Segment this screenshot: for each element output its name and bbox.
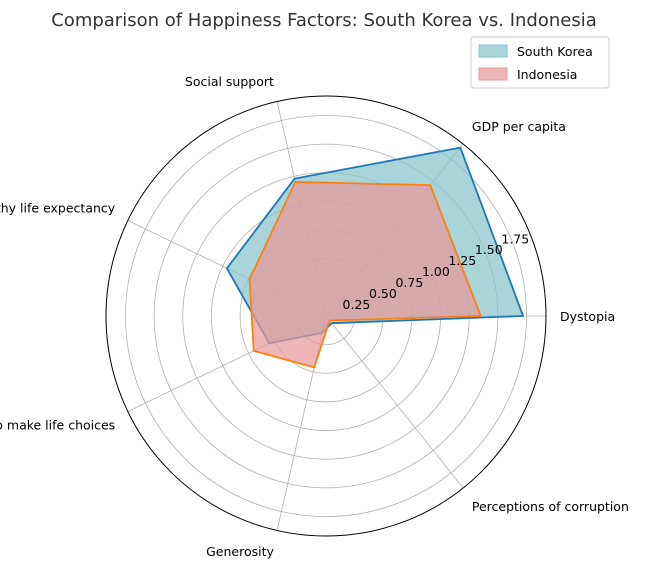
legend-swatch-south-korea: [478, 44, 508, 58]
radial-tick-label: 1.00: [422, 264, 450, 279]
category-label-dystopia: Dystopia: [560, 309, 615, 324]
radial-tick-label: 1.75: [501, 231, 529, 246]
category-label-healthy-life-expectancy: Healthy life expectancy: [0, 200, 116, 215]
tick-layer: 0.250.500.751.001.251.501.75: [343, 231, 530, 312]
category-label-gdp-per-capita: GDP per capita: [472, 119, 566, 134]
radial-tick-label: 0.75: [395, 275, 423, 290]
series-line-indonesia: [248, 180, 482, 369]
grid-spoke-perceptions-of-corruption: [325, 315, 464, 489]
legend-swatch-indonesia: [478, 67, 508, 81]
series-area-indonesia: [249, 181, 481, 368]
chart-title: Comparison of Happiness Factors: South K…: [51, 10, 597, 31]
category-label-perceptions-of-corruption: Perceptions of corruption: [472, 499, 629, 514]
label-layer: Dystopia GDP per capita Social support Heal…: [0, 74, 629, 559]
legend-label-south-korea: South Korea: [517, 44, 593, 59]
radial-tick-label: 0.25: [343, 297, 371, 312]
series-layer: [225, 146, 524, 369]
radial-tick-label: 1.50: [475, 242, 503, 257]
series-line-south-korea: [225, 146, 524, 345]
legend-label-indonesia: Indonesia: [517, 67, 577, 82]
legend: South Korea Indonesia: [470, 36, 610, 89]
category-label-generosity: Generosity: [206, 544, 274, 559]
radial-tick-label: 0.50: [369, 286, 397, 301]
category-label-social-support: Social support: [185, 74, 274, 89]
category-label-freedom-to-make-life-choices: Freedom to make life choices: [0, 418, 115, 433]
radial-tick-label: 1.25: [448, 253, 476, 268]
polar-frame: [105, 95, 547, 537]
